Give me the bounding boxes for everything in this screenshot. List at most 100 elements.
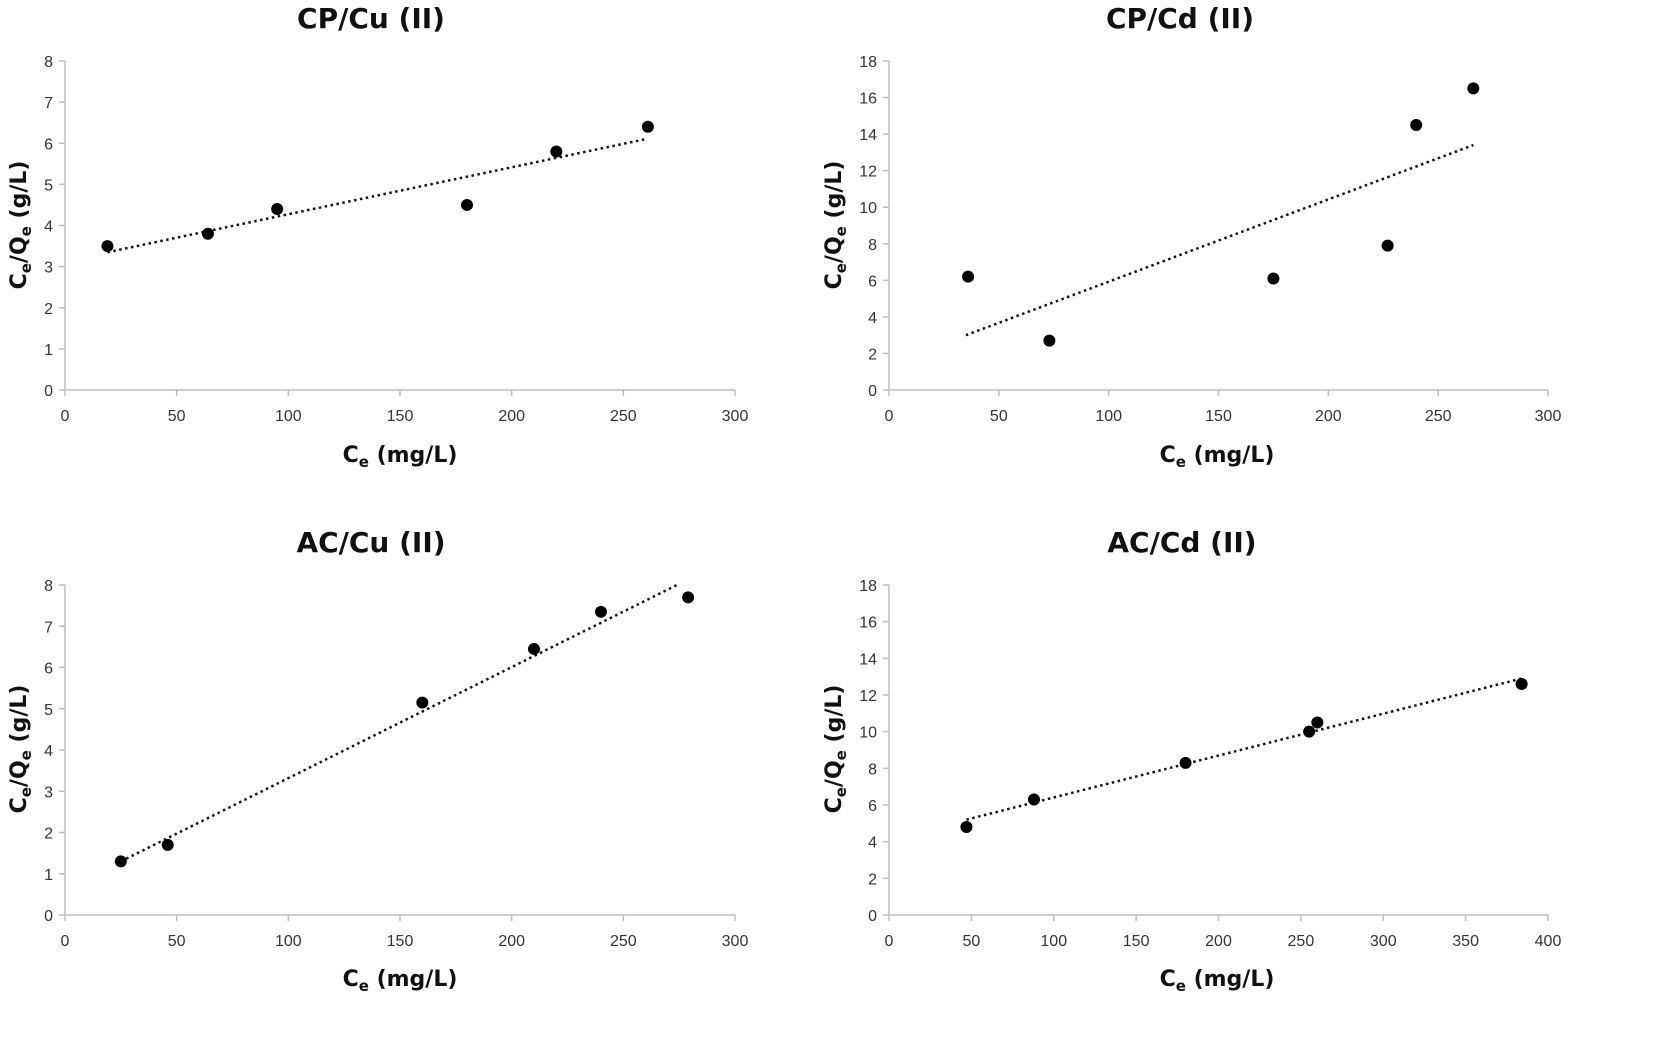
y-tick-label: 8 <box>868 761 877 778</box>
x-axis-label: Ce (mg/L) <box>1160 443 1275 471</box>
y-tick-label: 2 <box>868 346 877 363</box>
y-tick-label: 0 <box>868 908 877 925</box>
trendline <box>107 137 646 254</box>
y-tick-label: 14 <box>859 651 877 668</box>
x-tick-label: 250 <box>610 408 637 425</box>
data-point <box>960 821 973 833</box>
y-tick-label: 16 <box>859 91 877 108</box>
trendline <box>120 583 678 863</box>
y-tick-label: 1 <box>44 342 53 359</box>
y-tick-label: 8 <box>44 578 53 595</box>
y-tick-label: 12 <box>859 164 877 181</box>
data-point <box>641 120 654 133</box>
data-point <box>1381 239 1394 252</box>
y-tick-label: 4 <box>44 219 53 236</box>
data-point <box>595 605 607 618</box>
y-tick-label: 3 <box>44 784 53 801</box>
x-tick-label: 350 <box>1452 933 1479 950</box>
x-tick-label: 0 <box>885 408 894 425</box>
data-point <box>1179 756 1192 769</box>
y-tick-label: 4 <box>868 835 877 852</box>
y-tick-label: 12 <box>859 688 877 705</box>
data-point <box>1410 118 1423 131</box>
data-point <box>271 203 284 216</box>
data-point <box>1267 272 1280 285</box>
y-tick-label: 4 <box>868 310 877 327</box>
y-tick-label: 1 <box>44 867 53 884</box>
data-point <box>1515 678 1528 690</box>
data-point <box>461 198 473 211</box>
chart-panel-ac-cd: AC/Cd (II) 0 2 4 6 8 10 12 14 16 18 0 50 100 150 200 2… <box>822 524 1654 1048</box>
x-tick-label: 300 <box>1535 408 1562 425</box>
data-point <box>962 270 975 283</box>
x-tick-label: 0 <box>61 408 70 425</box>
data-point <box>550 145 563 158</box>
x-tick-label: 100 <box>1040 933 1067 950</box>
data-point <box>1311 716 1324 729</box>
x-tick-label: 50 <box>168 933 186 950</box>
x-tick-label: 100 <box>275 933 302 950</box>
x-tick-label: 250 <box>1425 408 1452 425</box>
data-point <box>201 227 214 240</box>
y-tick-label: 3 <box>44 260 53 277</box>
chart-svg: AC/Cd (II) 0 2 4 6 8 10 12 14 16 18 0 50 100 150 200 2… <box>822 526 1562 995</box>
chart-title: AC/Cd (II) <box>1107 526 1256 559</box>
data-point <box>101 240 114 253</box>
x-axis-label: Ce (mg/L) <box>343 967 458 995</box>
x-tick-label: 300 <box>1370 933 1397 950</box>
x-tick-label: 150 <box>387 408 414 425</box>
x-tick-label: 0 <box>61 933 70 950</box>
data-point <box>682 591 695 604</box>
y-tick-label: 6 <box>44 661 53 678</box>
x-tick-label: 200 <box>498 408 525 425</box>
chart-svg: CP/Cd (II) 0 2 4 6 8 10 12 14 16 18 0 50 100 150 200 2… <box>822 2 1562 471</box>
y-tick-label: 10 <box>859 200 877 217</box>
y-axis-label: Ce/Qe (g/L) <box>7 161 35 290</box>
y-tick-label: 0 <box>44 383 53 400</box>
x-tick-label: 150 <box>387 933 414 950</box>
x-tick-label: 50 <box>962 933 980 950</box>
x-tick-label: 200 <box>498 933 525 950</box>
y-axis-label: Ce/Qe (g/L) <box>7 685 35 814</box>
y-tick-label: 4 <box>44 743 53 760</box>
data-point <box>1027 793 1040 806</box>
y-tick-label: 0 <box>868 383 877 400</box>
y-tick-label: 2 <box>44 301 53 318</box>
y-tick-label: 6 <box>44 136 53 153</box>
data-point <box>528 642 540 655</box>
y-axis-label: Ce/Qe (g/L) <box>822 161 850 290</box>
x-tick-label: 250 <box>610 933 637 950</box>
y-tick-label: 7 <box>44 619 53 636</box>
chart-title: AC/Cu (II) <box>296 526 445 559</box>
data-point <box>1043 334 1056 347</box>
y-axis-label: Ce/Qe (g/L) <box>822 685 850 814</box>
data-point <box>416 696 429 709</box>
y-tick-label: 2 <box>44 826 53 843</box>
data-point <box>114 855 127 868</box>
x-tick-label: 250 <box>1288 933 1315 950</box>
x-tick-label: 300 <box>722 408 749 425</box>
data-point <box>1467 82 1480 95</box>
chart-title: CP/Cd (II) <box>1106 2 1254 35</box>
y-tick-label: 14 <box>859 127 877 144</box>
y-tick-label: 18 <box>859 578 877 595</box>
chart-title: CP/Cu (II) <box>297 2 445 35</box>
x-tick-label: 100 <box>1095 408 1122 425</box>
y-tick-label: 6 <box>868 798 877 815</box>
y-tick-label: 2 <box>868 871 877 888</box>
y-tick-label: 8 <box>868 237 877 254</box>
x-tick-label: 400 <box>1535 933 1562 950</box>
x-tick-label: 200 <box>1315 408 1342 425</box>
y-tick-label: 7 <box>44 95 53 112</box>
x-axis-label: Ce (mg/L) <box>1160 967 1275 995</box>
data-point <box>161 838 174 851</box>
x-tick-label: 50 <box>990 408 1008 425</box>
data-point <box>1303 725 1316 738</box>
y-tick-label: 10 <box>859 725 877 742</box>
x-axis-label: Ce (mg/L) <box>343 443 458 471</box>
x-tick-label: 100 <box>275 408 302 425</box>
